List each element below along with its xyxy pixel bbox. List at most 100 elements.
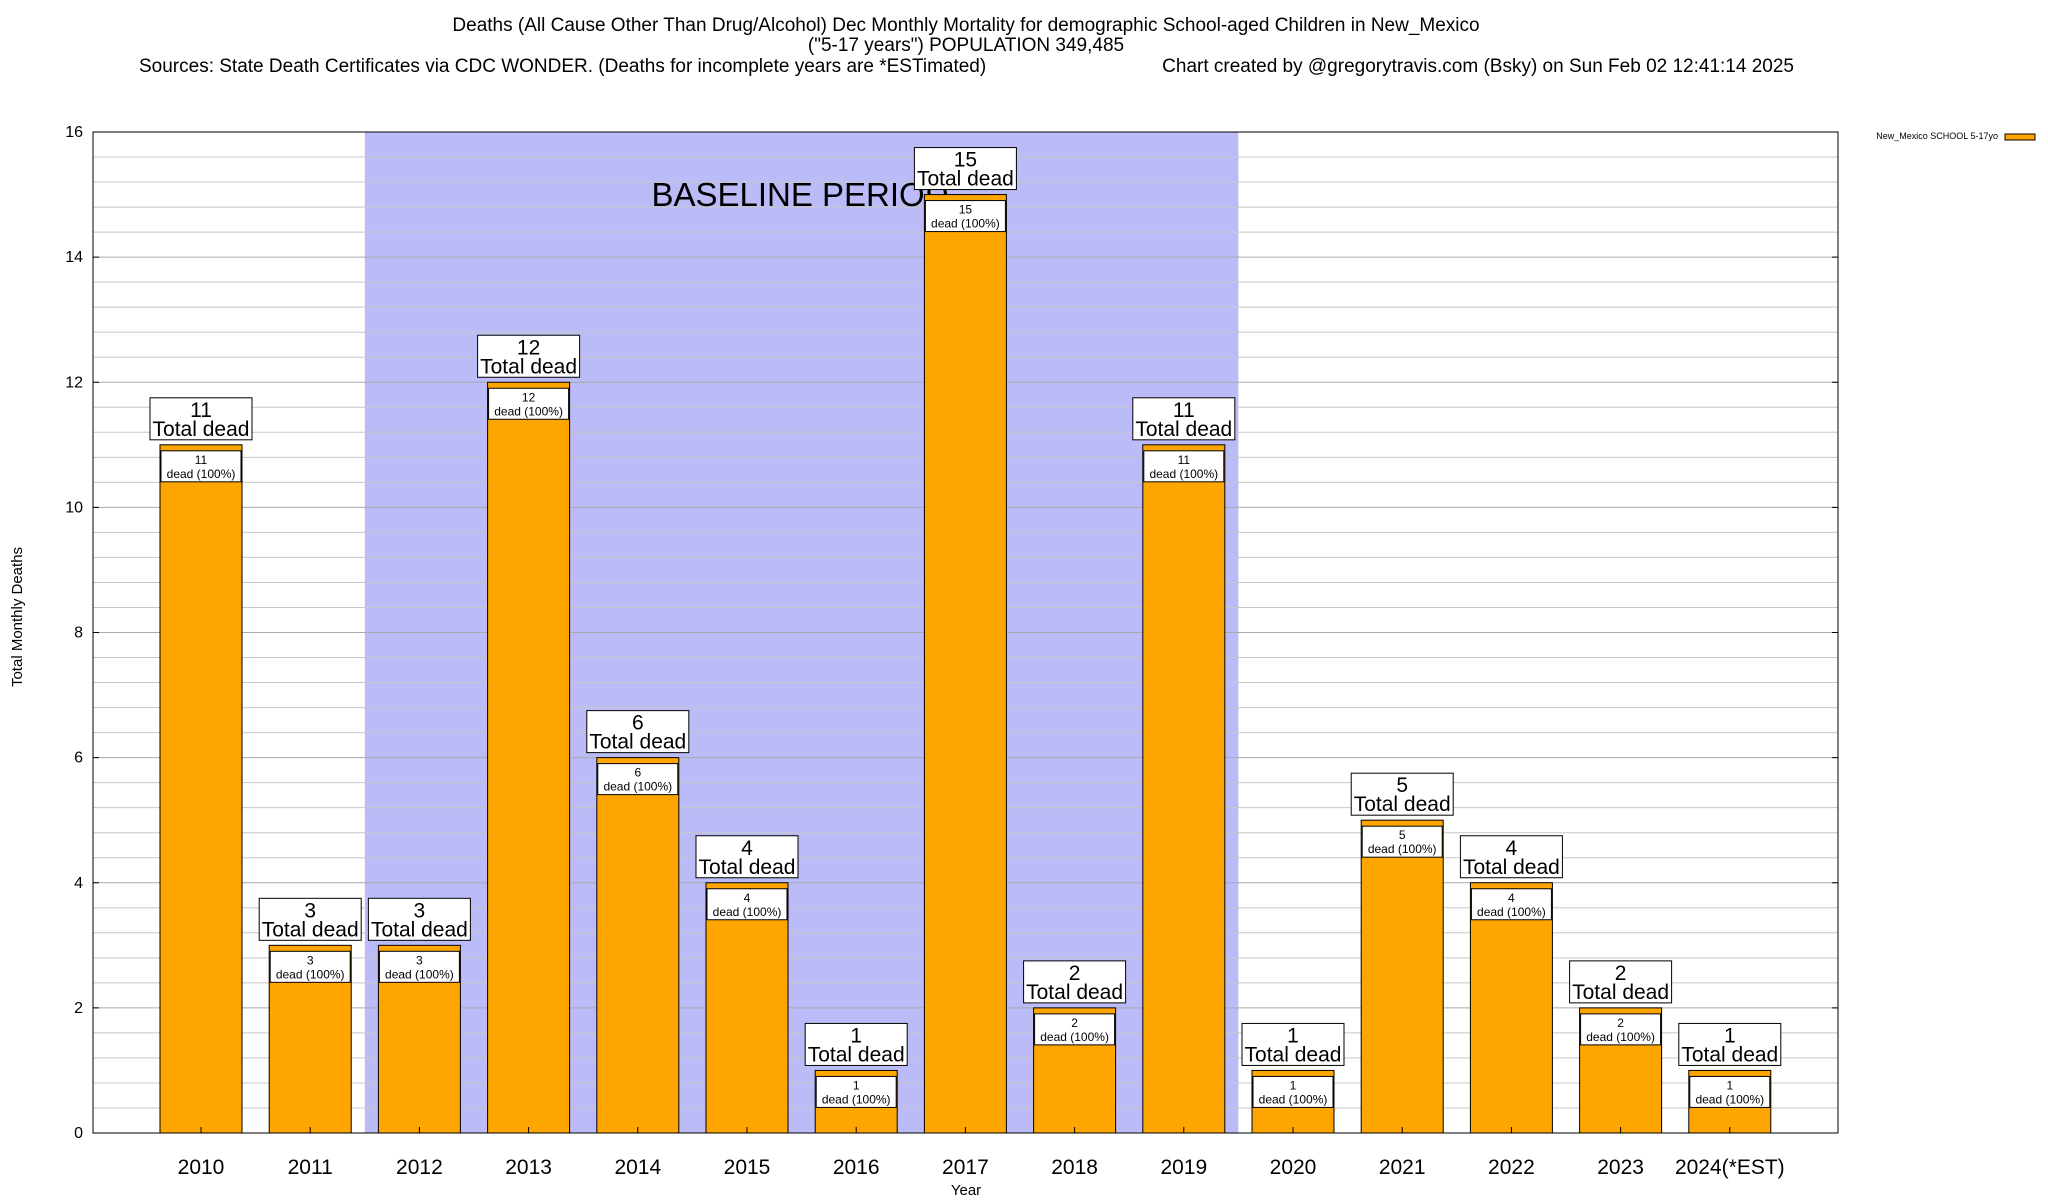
- total-label-suffix: Total dead: [1135, 418, 1232, 441]
- chart-sources: Sources: State Death Certificates via CD…: [139, 56, 986, 77]
- segment-label-value: 4: [1508, 891, 1515, 905]
- y-tick-label: 4: [74, 875, 83, 892]
- total-label-suffix: Total dead: [699, 856, 796, 879]
- x-tick-label: 2023: [1597, 1156, 1644, 1179]
- y-tick-label: 0: [74, 1125, 83, 1142]
- segment-label-box: [1470, 888, 1552, 921]
- total-label-box: [1350, 772, 1454, 816]
- legend-swatch: [2004, 133, 2036, 141]
- total-label-value: 1: [1724, 1024, 1736, 1047]
- total-label-box: [586, 710, 690, 754]
- total-label-box: [913, 147, 1017, 191]
- total-label-value: 11: [1173, 399, 1195, 422]
- segment-label-suffix: dead (100%): [385, 967, 454, 981]
- segment-label-value: 2: [1617, 1016, 1624, 1030]
- x-tick-label: 2011: [288, 1156, 333, 1179]
- total-label-suffix: Total dead: [917, 168, 1014, 191]
- y-tick-label: 12: [65, 374, 83, 391]
- total-label-box: [1023, 960, 1127, 1004]
- bar: [1469, 882, 1553, 1134]
- segment-label-value: 11: [1178, 453, 1191, 467]
- segment-label-box: [1252, 1075, 1334, 1108]
- total-label-suffix: Total dead: [262, 918, 359, 941]
- bar: [487, 381, 571, 1134]
- total-label-value: 3: [414, 899, 426, 922]
- total-label-box: [149, 397, 253, 441]
- x-tick-label: 2018: [1051, 1156, 1098, 1179]
- segment-label-box: [1580, 1013, 1662, 1046]
- total-label-value: 5: [1396, 774, 1408, 797]
- segment-label-suffix: dead (100%): [1695, 1092, 1764, 1106]
- segment-label-suffix: dead (100%): [276, 967, 345, 981]
- segment-label-suffix: dead (100%): [1586, 1030, 1655, 1044]
- total-label-suffix: Total dead: [371, 918, 468, 941]
- total-label-suffix: Total dead: [1354, 793, 1451, 816]
- total-label-value: 15: [954, 149, 977, 172]
- total-label-box: [695, 835, 799, 879]
- total-label-suffix: Total dead: [1245, 1043, 1342, 1066]
- chart-subtitle: ("5-17 years") POPULATION 349,485: [808, 35, 1124, 56]
- y-tick-label: 8: [74, 625, 83, 642]
- segment-label-suffix: dead (100%): [1477, 905, 1546, 919]
- segment-label-suffix: dead (100%): [1259, 1092, 1328, 1106]
- segment-label-box: [269, 950, 351, 983]
- total-label-value: 4: [1506, 837, 1518, 860]
- y-tick-label: 16: [65, 124, 83, 141]
- legend-label: New_Mexico SCHOOL 5-17yo: [1876, 131, 1998, 141]
- segment-label-suffix: dead (100%): [1368, 842, 1437, 856]
- segment-label-suffix: dead (100%): [494, 404, 563, 418]
- segment-label-suffix: dead (100%): [167, 467, 236, 481]
- segment-label-value: 1: [1290, 1078, 1297, 1092]
- segment-label-box: [160, 450, 242, 483]
- segment-label-box: [488, 387, 570, 420]
- total-label-box: [367, 897, 471, 941]
- x-tick-label: 2013: [505, 1156, 552, 1179]
- x-tick-label: 2021: [1379, 1156, 1426, 1179]
- total-label-value: 6: [632, 712, 644, 735]
- y-tick-label: 2: [74, 1000, 83, 1017]
- total-label-value: 11: [190, 399, 212, 422]
- segment-label-value: 11: [195, 453, 208, 467]
- segment-label-suffix: dead (100%): [603, 780, 672, 794]
- segment-label-suffix: dead (100%): [1040, 1030, 1109, 1044]
- segment-label-box: [706, 888, 788, 921]
- total-label-suffix: Total dead: [589, 731, 686, 754]
- segment-label-box: [815, 1075, 897, 1108]
- total-label-value: 4: [741, 837, 753, 860]
- y-tick-label: 14: [65, 249, 83, 266]
- total-label-suffix: Total dead: [808, 1043, 905, 1066]
- total-label-suffix: Total dead: [1572, 981, 1669, 1004]
- total-label-box: [1241, 1022, 1345, 1066]
- bar: [1360, 819, 1444, 1134]
- segment-label-suffix: dead (100%): [713, 905, 782, 919]
- x-tick-label: 2017: [942, 1156, 989, 1179]
- segment-label-box: [597, 763, 679, 796]
- total-label-suffix: Total dead: [1681, 1043, 1778, 1066]
- segment-label-suffix: dead (100%): [822, 1092, 891, 1106]
- chart-credit: Chart created by @gregorytravis.com (Bsk…: [1162, 56, 1794, 77]
- x-tick-label: 2019: [1160, 1156, 1207, 1179]
- x-tick-label: 2015: [724, 1156, 771, 1179]
- segment-label-value: 1: [1726, 1078, 1733, 1092]
- segment-label-box: [924, 200, 1006, 233]
- segment-label-suffix: dead (100%): [1149, 467, 1218, 481]
- x-tick-label: 2020: [1270, 1156, 1317, 1179]
- total-label-value: 12: [517, 336, 540, 359]
- segment-label-box: [1689, 1075, 1771, 1108]
- segment-label-value: 3: [307, 953, 314, 967]
- y-tick-label: 6: [74, 750, 83, 767]
- segment-label-box: [378, 950, 460, 983]
- total-label-suffix: Total dead: [153, 418, 250, 441]
